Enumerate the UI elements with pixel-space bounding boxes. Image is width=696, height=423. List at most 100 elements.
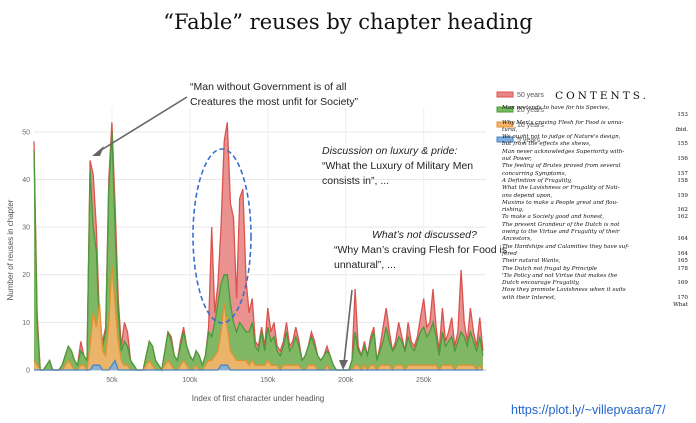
annotation-government-arrow	[97, 96, 188, 153]
contents-entry-page: ibid.	[675, 126, 688, 133]
annotation-government-line1: “Man without Government is of all	[190, 81, 346, 93]
contents-heading: CONTENTS.	[555, 90, 649, 102]
contents-entry-text: rishing,	[502, 207, 524, 214]
contents-entry-page	[685, 222, 688, 229]
contents-row: ons depend upon, 159	[502, 193, 688, 200]
contents-entry-text: How they promote Lavishness when it suit…	[502, 287, 626, 294]
contents-entry-page	[685, 273, 688, 280]
slide-title: “Fable” reuses by chapter heading	[163, 10, 533, 34]
contents-entry-text: The present Grandeur of the Dutch is not	[502, 221, 620, 228]
contents-entry-text: The Hardships and Calamities they have s…	[502, 243, 630, 250]
contents-entry-page: 162	[677, 214, 688, 221]
source-link[interactable]: https://plot.ly/~villepvaara/7/	[511, 403, 666, 417]
chart-areas	[33, 122, 484, 372]
contents-entry-text: with their Interest,	[502, 294, 556, 301]
legend-label-5-years: 5 years	[517, 137, 540, 144]
contents-entry-page	[685, 120, 688, 127]
y-tick-label: 30	[22, 225, 30, 232]
contents-row: Why Man's craving Flesh for Food is unna…	[502, 120, 688, 127]
contents-row: 'Tis Policy and not Virtue that makes th…	[502, 273, 688, 280]
annotation-luxury-line2: “What the Luxury of Military Men	[322, 160, 473, 172]
annotation-not-discussed-line3: unnatural”, ...	[334, 259, 396, 271]
contents-entry-text: owing to the Virtue and Frugality of the…	[502, 229, 620, 236]
contents-entry-page	[685, 287, 688, 294]
legend-label-20-years: 20 years	[517, 107, 544, 114]
annotation-not-discussed: What’s not discussed? “Why Man’s craving…	[334, 229, 507, 370]
contents-entry-page: What	[673, 302, 688, 309]
contents-row: Man pretends to have for his Species,	[502, 105, 688, 112]
contents-entry-text: The Dutch not frugal by Principle	[502, 265, 598, 272]
contents-row: Their natural Wants, 165	[502, 258, 688, 265]
legend-swatch-5-years	[496, 136, 514, 143]
legend-label-50-years: 50 years	[517, 92, 544, 99]
contents-entry-page: 178	[677, 265, 688, 272]
legend-swatch-50-years	[496, 91, 514, 98]
contents-entry-page: 157	[677, 170, 688, 177]
contents-row: with their Interest, 170	[502, 295, 688, 302]
contents-row: Dutch encourage Frugality, 169	[502, 280, 688, 287]
contents-row: What	[502, 302, 688, 309]
contents-entry-text: Man pretends to have for his Species,	[502, 105, 610, 111]
chart-legend: 50 years 20 years 10 years 5 years	[496, 91, 544, 144]
contents-row: To make a Society good and honest, 162	[502, 214, 688, 221]
legend-label-10-years: 10 years	[517, 122, 544, 129]
contents-entry-page: 158	[677, 177, 688, 184]
contents-entry-text: ons depend upon,	[502, 192, 553, 199]
annotation-not-discussed-arrow	[343, 289, 353, 364]
line-series-5-years	[34, 359, 483, 371]
annotation-luxury-ellipse	[192, 148, 252, 324]
contents-entry-text: Ancestors,	[502, 236, 532, 243]
contents-entry-page: 159	[677, 192, 688, 199]
contents-entry-page: 162	[677, 207, 688, 214]
contents-entry-text: tural,	[502, 126, 518, 133]
contents-entry-text: Why Man's craving Flesh for Food is unna…	[502, 119, 624, 126]
contents-entry-text: concurring Symptoms,	[502, 170, 567, 177]
contents-entry-page: 155	[677, 141, 688, 148]
contents-entry-page	[685, 200, 688, 207]
chart-ticks: 0 10 20 30 40 50 50k 100k 150k 200k 250k	[22, 129, 432, 384]
contents-row: We ought not to judge of Nature's design…	[502, 134, 688, 141]
contents-row: fered 164	[502, 251, 688, 258]
annotation-luxury: Discussion on luxury & pride: “What the …	[192, 145, 473, 324]
contents-entry-page	[685, 149, 688, 156]
y-tick-label: 40	[22, 177, 30, 184]
y-axis-label: Number of reuses in chapter	[6, 199, 15, 300]
contents-entry-text: out Power,	[502, 156, 532, 163]
contents-row: The feeling of Brutes proved from severa…	[502, 163, 688, 170]
contents-row: The Dutch not frugal by Principle 178	[502, 266, 688, 273]
x-tick-label: 50k	[106, 377, 118, 384]
contents-row: Ancestors, 164	[502, 236, 688, 243]
contents-row: What the Lavishness or Frugality of Nati…	[502, 185, 688, 192]
x-tick-label: 250k	[416, 377, 432, 384]
contents-entry-page	[685, 163, 688, 170]
contents-entry-text: Maxims to make a People great and flou-	[502, 199, 619, 206]
annotation-luxury-line3: consists in”, ...	[322, 175, 389, 187]
x-tick-label: 100k	[182, 377, 198, 384]
contents-entry-text: What the Lavishness or Frugality of Nati…	[502, 185, 620, 192]
contents-entry-page	[685, 185, 688, 192]
contents-row: tural, ibid.	[502, 127, 688, 134]
contents-entry-page: 156	[677, 156, 688, 163]
annotation-not-discussed-line1: What’s not discussed?	[372, 229, 477, 241]
contents-entry-text: We ought not to judge of Nature's design…	[502, 134, 621, 141]
contents-entry-text: 'Tis Policy and not Virtue that makes th…	[502, 272, 618, 279]
contents-entry-page: 165	[677, 258, 688, 265]
line-series-10-years	[33, 265, 484, 372]
legend-swatch-20-years	[496, 106, 514, 113]
contents-entry-text: A Definition of Frugality,	[502, 177, 572, 184]
legend-swatch-10-years	[496, 121, 514, 128]
contents-row: How they promote Lavishness when it suit…	[502, 287, 688, 294]
contents-entry-text: Their natural Wants,	[502, 258, 561, 265]
contents-entry-page	[685, 229, 688, 236]
contents-entry-page: 169	[677, 280, 688, 287]
contents-entry-text: The feeling of Brutes proved from severa…	[502, 163, 621, 170]
annotation-government: “Man without Government is of all Creatu…	[92, 81, 359, 156]
contents-entry-text: Man never acknowledges Superiority with-	[502, 148, 625, 155]
contents-entry-text: fered	[502, 250, 517, 257]
annotation-not-discussed-line2: “Why Man’s craving Flesh for Food is	[334, 244, 507, 256]
x-tick-label: 200k	[338, 377, 354, 384]
annotation-not-discussed-arrowhead	[339, 360, 348, 370]
y-tick-label: 20	[22, 272, 30, 279]
contents-row: The Hardships and Calamities they have s…	[502, 244, 688, 251]
